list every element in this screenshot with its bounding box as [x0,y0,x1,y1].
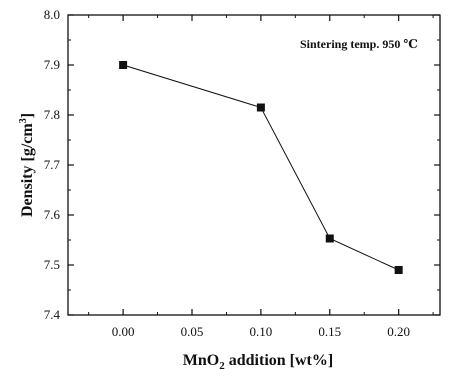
x-axis-title-prefix: MnO [183,352,219,369]
plot-frame [67,14,441,316]
x-tick-label: 0.05 [181,324,204,339]
x-axis-title-subscript: 2 [219,360,225,372]
x-axis-title-suffix: addition [wt%] [225,352,333,369]
y-tick-label: 7.8 [44,107,60,122]
series-layer [119,61,403,274]
data-point-3 [394,266,403,274]
y-axis-title: Density [g/cm3] [18,113,36,217]
x-tick-label: 0.10 [250,324,273,339]
y-tick-label: 7.4 [44,307,61,322]
y-axis-title-superscript: 3 [18,118,29,123]
y-axis-title-close: ] [19,113,36,118]
series-line-0 [122,64,399,271]
y-axis-title-main: Density [g/cm [19,123,36,217]
annotation-text: Sintering temp. 950 ℃ [300,37,418,51]
x-tick-label: 0.15 [318,324,341,339]
y-tick-label: 8.0 [44,7,60,22]
y-tick-label: 7.9 [44,57,60,72]
y-tick-label: 7.6 [44,207,61,222]
data-point-1 [256,103,265,112]
data-point-2 [325,234,334,243]
x-tick-label: 0.20 [387,324,410,339]
x-tick-label: 0.00 [112,324,135,339]
y-tick-label: 7.5 [44,257,60,272]
data-point-0 [119,61,128,69]
ticks-layer: 7.4 7.5 7.6 7.7 7.8 7.9 8.0 0.00 0.05 0.10 0.15 0.2… [44,7,440,339]
x-axis-title: MnO2 addition [wt%] [183,352,333,372]
y-tick-label: 7.7 [44,157,61,172]
